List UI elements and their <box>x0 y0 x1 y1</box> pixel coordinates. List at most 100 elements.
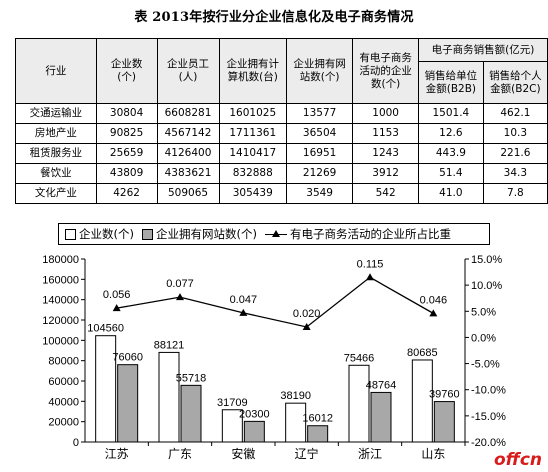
bar-companies <box>95 335 117 443</box>
ratio-line <box>116 276 434 328</box>
table-cell: 41.0 <box>417 183 484 204</box>
header-websites: 企业拥有网 站数(个) <box>285 38 354 104</box>
y-tick-label: 120000 <box>42 315 79 327</box>
x-tick-label: 广东 <box>168 447 192 461</box>
table-cell: 1153 <box>352 123 419 144</box>
header-ecommerce-sales: 电子商务销售额(亿元) <box>417 37 548 63</box>
table-cell: 43809 <box>95 163 158 184</box>
data-label: 76060 <box>112 352 143 364</box>
table-cell: 462.1 <box>482 103 548 124</box>
bar-companies <box>411 359 433 443</box>
y-tick-label: 160000 <box>42 274 79 286</box>
header-b2b: 销售给单位 金额(B2B) <box>417 61 484 104</box>
x-tick-label: 辽宁 <box>295 446 319 461</box>
table-cell: 文化产业 <box>15 183 97 204</box>
table-cell: 34.3 <box>482 163 548 184</box>
y2-tick-label: -15.0% <box>471 411 506 423</box>
table-cell: 3549 <box>285 183 354 204</box>
table-cell: 4262 <box>95 183 158 204</box>
table-cell: 16951 <box>285 143 354 164</box>
table-cell: 51.4 <box>417 163 484 184</box>
table-cell: 12.6 <box>417 123 484 144</box>
ratio-marker <box>429 309 438 317</box>
y-tick-label: 140000 <box>42 295 79 307</box>
bar-companies <box>285 402 307 443</box>
table-cell: 36504 <box>285 123 354 144</box>
x-tick-label: 安徽 <box>231 446 255 461</box>
legend-label: 有电子商务活动的企业所占比重 <box>289 227 451 241</box>
table-cell: 3912 <box>352 163 419 184</box>
table-cell: 1243 <box>352 143 419 164</box>
x-tick-label: 山东 <box>421 447 445 461</box>
legend-label: 企业拥有网站数(个) <box>155 227 257 241</box>
x-tick-label: 江苏 <box>105 447 129 461</box>
table-cell: 餐饮业 <box>15 163 97 184</box>
y2-tick-label: 0.0% <box>471 332 496 344</box>
data-label: 38190 <box>280 390 311 402</box>
table-cell: 542 <box>352 183 419 204</box>
data-label: 88121 <box>154 339 185 351</box>
table-subheader-row: 销售给单位 金额(B2B) 销售给个人 金额(B2C) <box>16 61 548 104</box>
bar-companies <box>221 409 243 443</box>
chart-legend: 企业数(个) 企业拥有网站数(个) 有电子商务活动的企业所占比重 <box>58 223 490 245</box>
bar-websites <box>180 384 202 443</box>
y2-tick-label: -20.0% <box>471 437 506 449</box>
bar-line-chart: 0 20000 40000 60000 80000 100000 120000 140000 1… <box>42 254 506 461</box>
y-tick-label: 40000 <box>48 396 79 408</box>
table-cell: 90825 <box>95 123 158 144</box>
legend-label: 企业数(个) <box>79 227 134 241</box>
legend-item-companies: 企业数(个) <box>65 226 134 242</box>
y-tick-label: 20000 <box>48 417 79 429</box>
ratio-label: 0.056 <box>103 289 131 301</box>
ratio-marker <box>112 304 121 312</box>
table-cell: 221.6 <box>482 143 548 164</box>
data-label: 55718 <box>176 372 207 384</box>
header-employees: 企业员工 (人) <box>156 38 220 104</box>
table-cell: 509065 <box>156 183 220 204</box>
table-cell: 10.3 <box>482 123 548 144</box>
table-cell: 25659 <box>95 143 158 164</box>
table-cell: 6608281 <box>156 103 220 124</box>
y-tick-label: 60000 <box>48 376 79 388</box>
y-tick-label: 180000 <box>42 254 79 266</box>
x-tick-label: 浙江 <box>358 447 382 461</box>
bar-companies <box>158 351 180 443</box>
y2-tick-label: 10.0% <box>471 280 502 292</box>
ratio-marker <box>176 293 184 301</box>
legend-item-websites: 企业拥有网站数(个) <box>141 226 257 242</box>
bar-websites <box>433 401 455 443</box>
data-label: 16012 <box>302 413 333 425</box>
ratio-label: 0.115 <box>357 258 384 270</box>
header-computers: 企业拥有计 算机数(台) <box>218 38 287 104</box>
bar-websites <box>307 425 329 443</box>
y-tick-label: 0 <box>73 437 79 449</box>
table-cell: 1000 <box>352 103 419 124</box>
ratio-label: 0.020 <box>293 308 321 320</box>
triangle-line-icon <box>264 229 287 239</box>
table-cell: 1711361 <box>218 123 287 144</box>
data-label: 20300 <box>239 408 270 420</box>
table-cell: 1601025 <box>218 103 287 124</box>
table-cell: 房地产业 <box>15 123 97 144</box>
ratio-label: 0.047 <box>230 294 258 306</box>
y-tick-label: 100000 <box>42 335 79 347</box>
table-cell: 30804 <box>95 103 158 124</box>
header-companies: 企业数 (个) <box>95 38 158 104</box>
table-cell: 7.8 <box>482 183 548 204</box>
legend-swatch-white <box>65 228 76 240</box>
table-cell: 832888 <box>218 163 287 184</box>
y2-tick-label: -10.0% <box>471 385 506 397</box>
table-cell: 21269 <box>285 163 354 184</box>
ratio-marker <box>239 308 248 316</box>
watermark-logo: offcn <box>493 450 542 470</box>
bar-companies <box>348 364 370 443</box>
table-row: 文化产业 4262 509065 305439 3549 542 41.0 7.… <box>15 183 548 204</box>
data-label: 75466 <box>344 352 375 364</box>
y2-tick-label: -5.0% <box>471 359 500 371</box>
y2-tick-label: 5.0% <box>471 306 496 318</box>
table-cell: 4383621 <box>156 163 220 184</box>
table-row: 餐饮业 43809 4383621 832888 21269 3912 51.4… <box>15 163 548 184</box>
table-cell: 305439 <box>218 183 287 204</box>
legend-item-ratio: 有电子商务活动的企业所占比重 <box>264 226 451 242</box>
table-cell: 1410417 <box>218 143 287 164</box>
